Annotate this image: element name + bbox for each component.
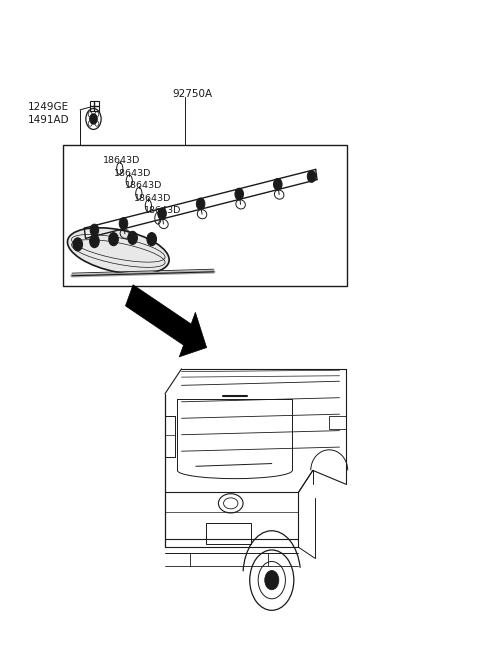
Circle shape xyxy=(90,235,99,248)
Circle shape xyxy=(92,238,97,245)
Text: 18643D: 18643D xyxy=(144,206,181,215)
Circle shape xyxy=(307,171,316,182)
Bar xyxy=(206,523,251,544)
Polygon shape xyxy=(125,285,206,357)
Circle shape xyxy=(158,208,167,220)
Text: 18643D: 18643D xyxy=(114,169,151,178)
Text: 1491AD: 1491AD xyxy=(28,115,69,125)
Text: 1249GE: 1249GE xyxy=(28,102,69,112)
Circle shape xyxy=(235,188,243,200)
Text: 18643D: 18643D xyxy=(134,194,171,203)
Text: 18643D: 18643D xyxy=(103,156,141,165)
Circle shape xyxy=(147,233,156,246)
Bar xyxy=(90,100,99,111)
Circle shape xyxy=(149,236,154,243)
Circle shape xyxy=(90,113,97,124)
Circle shape xyxy=(119,218,128,230)
Bar xyxy=(329,415,346,429)
Circle shape xyxy=(128,232,137,245)
Text: 92750A: 92750A xyxy=(172,89,212,99)
Circle shape xyxy=(111,236,116,243)
Circle shape xyxy=(75,241,80,248)
Circle shape xyxy=(73,238,83,251)
Circle shape xyxy=(109,233,118,246)
Circle shape xyxy=(130,235,135,241)
Text: 18643D: 18643D xyxy=(124,181,162,190)
Circle shape xyxy=(90,224,99,236)
Circle shape xyxy=(196,198,205,210)
Circle shape xyxy=(274,178,282,190)
Ellipse shape xyxy=(68,228,169,274)
Bar xyxy=(63,145,348,285)
Circle shape xyxy=(265,571,279,590)
